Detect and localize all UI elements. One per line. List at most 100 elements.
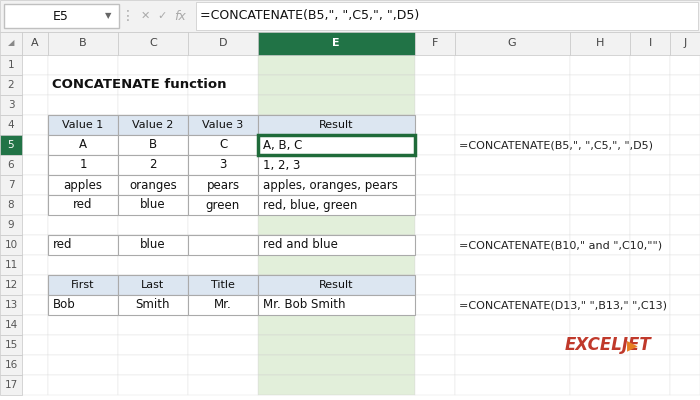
- Bar: [22, 275, 48, 295]
- Bar: [0, 275, 22, 295]
- Text: A: A: [32, 38, 38, 48]
- Bar: [188, 155, 258, 175]
- Bar: [22, 32, 48, 55]
- Bar: [630, 295, 670, 315]
- Bar: [670, 275, 700, 295]
- Bar: [570, 315, 630, 335]
- Text: =CONCATENATE(D13," ",B13," ",C13): =CONCATENATE(D13," ",B13," ",C13): [459, 300, 667, 310]
- Bar: [188, 295, 258, 315]
- Bar: [48, 175, 118, 195]
- Bar: [0, 235, 22, 255]
- Text: C: C: [149, 38, 157, 48]
- Text: 7: 7: [8, 180, 14, 190]
- Bar: [258, 355, 415, 375]
- Bar: [570, 255, 630, 275]
- Bar: [570, 95, 630, 115]
- Text: red and blue: red and blue: [263, 238, 338, 252]
- Bar: [630, 155, 670, 175]
- Bar: [258, 115, 415, 135]
- Bar: [188, 175, 258, 195]
- Bar: [570, 195, 630, 215]
- Text: Value 1: Value 1: [62, 120, 104, 130]
- Text: 1: 1: [79, 158, 87, 172]
- Bar: [258, 255, 415, 275]
- Bar: [48, 255, 118, 275]
- Bar: [118, 275, 188, 295]
- Text: C: C: [219, 138, 227, 152]
- Text: Title: Title: [211, 280, 235, 290]
- Bar: [0, 75, 22, 95]
- Bar: [48, 155, 118, 175]
- Text: 3: 3: [219, 158, 227, 172]
- Text: 8: 8: [8, 200, 14, 210]
- Bar: [630, 115, 670, 135]
- Bar: [118, 315, 188, 335]
- Bar: [118, 335, 188, 355]
- Bar: [0, 255, 22, 275]
- Text: 11: 11: [4, 260, 18, 270]
- Text: 15: 15: [4, 340, 18, 350]
- Bar: [0, 155, 22, 175]
- Bar: [22, 75, 48, 95]
- Bar: [455, 95, 570, 115]
- Bar: [258, 135, 415, 155]
- Bar: [48, 95, 118, 115]
- Bar: [188, 235, 258, 255]
- Bar: [415, 32, 455, 55]
- Bar: [48, 295, 118, 315]
- Text: Smith: Smith: [136, 298, 170, 312]
- Bar: [455, 155, 570, 175]
- Bar: [415, 335, 455, 355]
- Text: 10: 10: [4, 240, 18, 250]
- Bar: [258, 295, 415, 315]
- Bar: [118, 175, 188, 195]
- Bar: [670, 255, 700, 275]
- Bar: [118, 175, 188, 195]
- Bar: [630, 75, 670, 95]
- Bar: [0, 315, 22, 335]
- Bar: [188, 275, 258, 295]
- Bar: [570, 275, 630, 295]
- Bar: [48, 195, 118, 215]
- Bar: [0, 375, 22, 395]
- Bar: [258, 95, 415, 115]
- Bar: [48, 215, 118, 235]
- Bar: [258, 175, 415, 195]
- Text: 2: 2: [149, 158, 157, 172]
- Bar: [258, 115, 415, 135]
- Bar: [670, 195, 700, 215]
- Bar: [415, 195, 455, 215]
- Text: apples: apples: [64, 178, 102, 192]
- Bar: [455, 115, 570, 135]
- Text: =CONCATENATE(B5,", ",C5,", ",D5): =CONCATENATE(B5,", ",C5,", ",D5): [459, 140, 653, 150]
- Bar: [118, 375, 188, 395]
- Text: Value 3: Value 3: [202, 120, 244, 130]
- Bar: [48, 155, 118, 175]
- Bar: [48, 115, 118, 135]
- Bar: [258, 335, 415, 355]
- Bar: [570, 175, 630, 195]
- Bar: [670, 75, 700, 95]
- Bar: [670, 295, 700, 315]
- Bar: [570, 155, 630, 175]
- Bar: [188, 135, 258, 155]
- Bar: [22, 155, 48, 175]
- Bar: [118, 95, 188, 115]
- Bar: [415, 135, 455, 155]
- Bar: [670, 235, 700, 255]
- Bar: [48, 75, 118, 95]
- Text: Mr. Bob Smith: Mr. Bob Smith: [263, 298, 346, 312]
- Bar: [0, 115, 22, 135]
- Bar: [118, 295, 188, 315]
- Bar: [188, 75, 258, 95]
- Text: Result: Result: [318, 280, 354, 290]
- Bar: [0, 175, 22, 195]
- Bar: [188, 255, 258, 275]
- Bar: [258, 295, 415, 315]
- Bar: [258, 155, 415, 175]
- Bar: [48, 195, 118, 215]
- Bar: [188, 295, 258, 315]
- Text: oranges: oranges: [129, 178, 177, 192]
- Bar: [188, 375, 258, 395]
- Bar: [258, 195, 415, 215]
